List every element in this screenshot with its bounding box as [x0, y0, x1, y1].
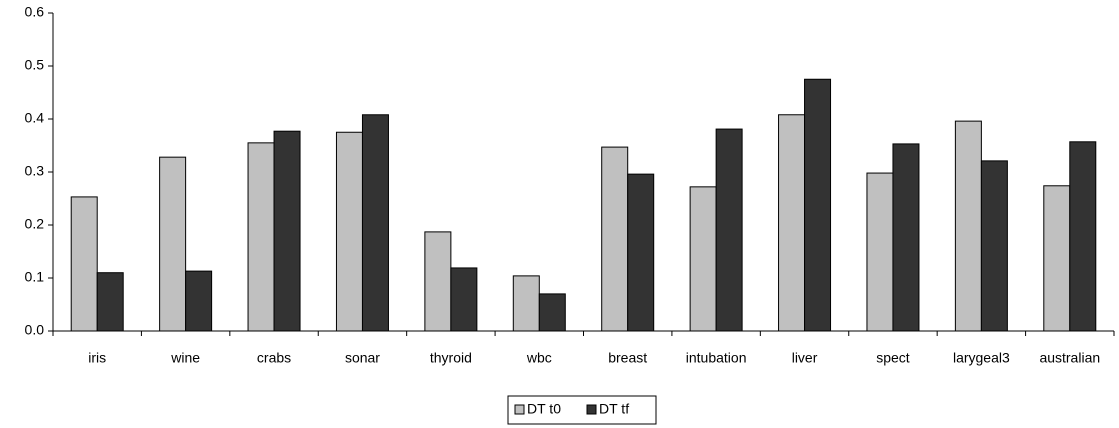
bar: [185, 270, 213, 332]
x-tick-label: breast: [608, 350, 647, 366]
legend-label: DT tf: [599, 401, 629, 417]
x-tick-label: iris: [88, 350, 106, 366]
bar: [980, 160, 1008, 332]
x-tick-label: intubation: [686, 350, 747, 366]
x-tick-label: sonar: [345, 350, 380, 366]
y-tick-label: 0.6: [25, 4, 45, 20]
x-tick-label: australian: [1039, 350, 1100, 366]
y-tick-label: 0.4: [25, 110, 45, 126]
legend-label: DT t0: [527, 401, 561, 417]
bar: [96, 272, 124, 332]
x-tick-label: spect: [876, 350, 910, 366]
x-tick-label: crabs: [257, 350, 291, 366]
x-tick-label: liver: [792, 350, 818, 366]
x-tick-label: wine: [170, 350, 200, 366]
bar: [715, 128, 743, 332]
bar: [601, 146, 629, 332]
y-tick-label: 0.0: [25, 322, 45, 338]
bar: [1069, 141, 1097, 332]
y-tick-label: 0.2: [25, 216, 45, 232]
bar: [70, 196, 98, 332]
y-tick-label: 0.1: [25, 269, 45, 285]
x-tick-label: larygeal3: [953, 350, 1010, 366]
bar: [892, 143, 920, 332]
bar: [689, 186, 717, 332]
bar: [247, 142, 275, 332]
legend-swatch: [586, 404, 597, 415]
bar: [512, 275, 540, 332]
bar: [778, 114, 806, 332]
bar: [954, 120, 982, 332]
bar: [450, 267, 478, 332]
y-tick-label: 0.3: [25, 163, 45, 179]
bar: [627, 173, 655, 332]
bar: [273, 130, 301, 332]
x-tick-label: wbc: [526, 350, 552, 366]
bar: [335, 131, 363, 332]
y-tick-label: 0.5: [25, 57, 45, 73]
bar: [538, 293, 566, 332]
bar: [424, 231, 452, 332]
bar: [866, 172, 894, 332]
legend-box: [507, 395, 657, 425]
legend-swatch: [514, 404, 525, 415]
bar: [159, 156, 187, 332]
bar: [804, 78, 832, 332]
bar: [361, 114, 389, 332]
bar: [1043, 185, 1071, 332]
x-tick-label: thyroid: [430, 350, 472, 366]
